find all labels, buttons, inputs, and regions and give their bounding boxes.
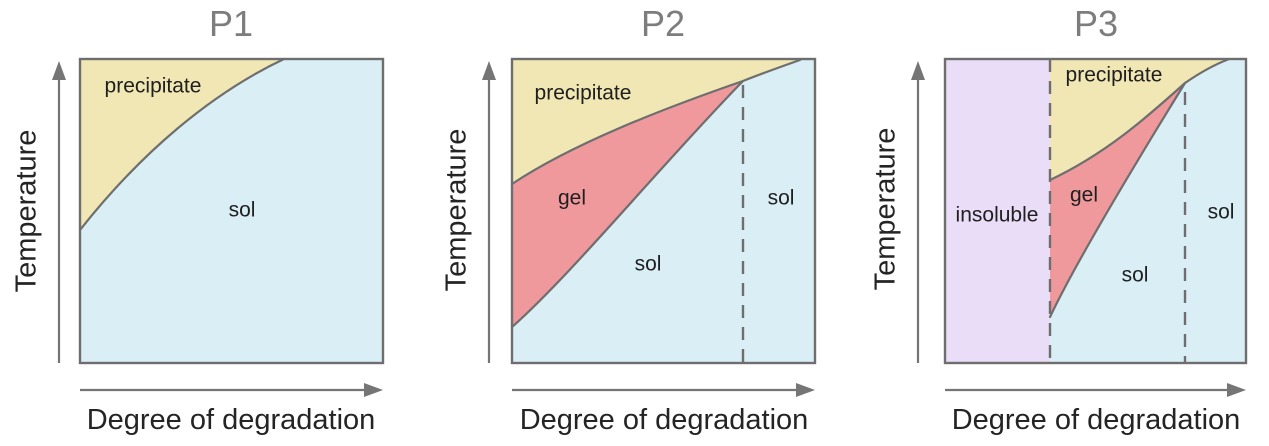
lower-phase-boundary-curve	[510, 79, 745, 329]
upper-phase-boundary-curve	[510, 58, 802, 186]
panel-p2-canvas: P2 precipitate gel sol sol Temperature D…	[441, 3, 817, 436]
degradation-axis-label: Degree of degradation	[87, 404, 376, 436]
region-gel	[1050, 83, 1185, 317]
temperature-axis-label: Temperature	[441, 129, 473, 292]
region-label-sol: sol	[1122, 264, 1149, 287]
region-label-insoluble: insoluble	[956, 204, 1039, 227]
region-label-gel: gel	[1070, 184, 1098, 207]
panel-title: P3	[1074, 3, 1118, 44]
region-precipitate	[512, 59, 800, 184]
plot-border	[78, 57, 385, 365]
panel-title: P1	[209, 3, 253, 44]
plot-border	[510, 57, 817, 365]
phase-boundary-curve	[78, 57, 286, 232]
plot-border	[943, 57, 1248, 365]
panel-title: P2	[641, 3, 685, 44]
x-axis-arrowhead-icon	[796, 383, 815, 397]
y-axis-arrowhead-icon	[52, 61, 66, 80]
y-axis-arrowhead-icon	[911, 61, 925, 80]
region-label-sol: sol	[635, 253, 662, 276]
temperature-axis-label: Temperature	[870, 128, 902, 291]
degradation-axis-label: Degree of degradation	[520, 404, 809, 436]
temperature-axis-label: Temperature	[11, 130, 43, 293]
y-axis-arrowhead-icon	[482, 61, 496, 80]
degradation-axis-label: Degree of degradation	[952, 404, 1241, 436]
panel-p1: P1 precipitate sol Temperature Degree of…	[0, 0, 423, 446]
panel-p3: P3 precipitate insoluble gel sol sol	[846, 0, 1269, 446]
panel-p3-canvas: P3 precipitate insoluble gel sol sol	[870, 3, 1248, 436]
region-precipitate	[1050, 59, 1228, 180]
upper-phase-boundary-curve	[1048, 58, 1230, 182]
region-label-gel: gel	[558, 187, 586, 210]
x-axis-arrowhead-icon	[364, 383, 383, 397]
region-label-sol-right: sol	[1208, 201, 1235, 224]
region-label-precipitate: precipitate	[535, 82, 632, 105]
x-axis-arrowhead-icon	[1227, 383, 1246, 397]
region-label-precipitate: precipitate	[1066, 64, 1163, 87]
region-insoluble	[945, 59, 1050, 363]
panel-p2: P2 precipitate gel sol sol Temperature D…	[423, 0, 846, 446]
region-label-sol: sol	[229, 199, 256, 222]
panel-p1-canvas: P1 precipitate sol Temperature Degree of…	[11, 3, 385, 436]
region-precipitate	[80, 59, 284, 230]
region-label-precipitate: precipitate	[105, 75, 202, 98]
lower-phase-boundary-curve	[1048, 81, 1187, 319]
region-label-sol-right: sol	[768, 187, 795, 210]
